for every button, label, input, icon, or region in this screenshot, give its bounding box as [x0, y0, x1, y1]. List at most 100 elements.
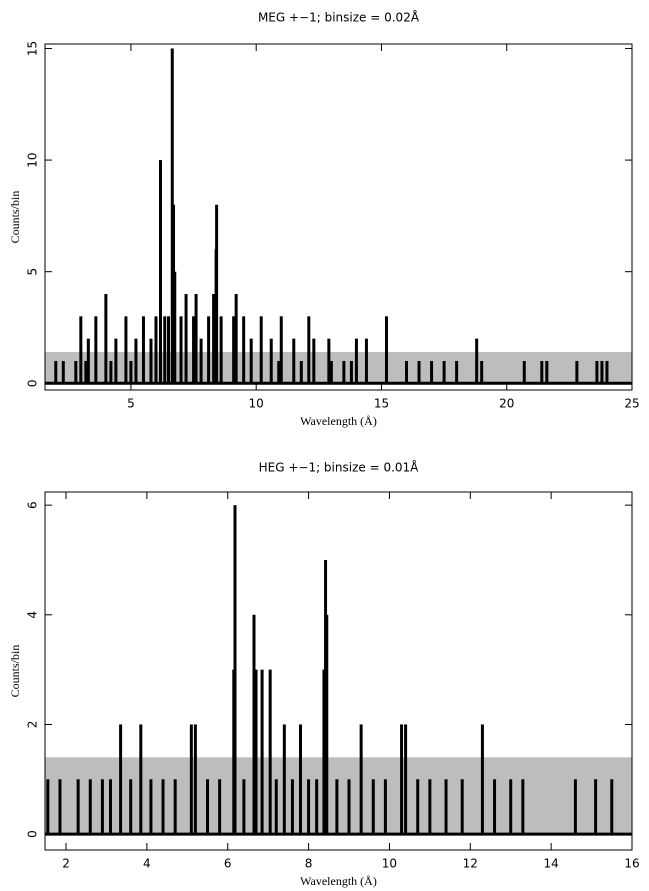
- bar: [232, 316, 236, 384]
- bar: [307, 779, 311, 835]
- x-tick-label: 14: [544, 857, 559, 871]
- bar: [179, 316, 183, 384]
- error-band: [45, 757, 632, 835]
- bar: [104, 294, 108, 384]
- bar: [149, 779, 153, 835]
- bar: [154, 316, 158, 384]
- bar: [206, 779, 210, 835]
- y-tick-label: 10: [26, 152, 40, 167]
- bar: [290, 779, 294, 835]
- bar: [163, 316, 167, 384]
- bar: [384, 316, 388, 384]
- bar: [173, 271, 177, 384]
- y-axis-label: Counts/bin: [8, 191, 22, 244]
- bar: [79, 316, 83, 384]
- bar: [299, 360, 303, 384]
- bar: [167, 316, 171, 384]
- bar: [173, 779, 177, 835]
- bar: [61, 360, 65, 384]
- x-tick-label: 12: [463, 857, 478, 871]
- bar: [207, 316, 211, 384]
- bar: [298, 724, 302, 835]
- bar: [252, 614, 256, 835]
- bar: [573, 779, 577, 835]
- bar: [522, 360, 526, 384]
- y-axis-label: Counts/bin: [8, 645, 22, 698]
- bar: [509, 779, 513, 835]
- x-tick-label: 10: [382, 857, 397, 871]
- bar: [100, 779, 104, 835]
- bar: [277, 360, 281, 384]
- y-tick-label: 0: [26, 379, 40, 387]
- bar: [219, 316, 223, 384]
- bar: [325, 614, 329, 835]
- bar: [119, 724, 123, 835]
- bar: [242, 316, 246, 384]
- bar: [192, 316, 196, 384]
- bar: [58, 779, 62, 835]
- bar: [84, 360, 88, 384]
- bar: [595, 360, 599, 384]
- x-tick-label: 10: [249, 397, 264, 411]
- bar: [86, 338, 90, 384]
- x-axis-label: Wavelength (Å): [300, 414, 377, 428]
- x-tick-label: 4: [143, 857, 151, 871]
- bar: [404, 724, 408, 835]
- bar: [109, 360, 113, 384]
- bar: [249, 338, 253, 384]
- bar: [139, 724, 143, 835]
- y-tick-label: 4: [26, 611, 40, 619]
- bar: [383, 779, 387, 835]
- x-tick-label: 8: [305, 857, 313, 871]
- bar: [124, 316, 128, 384]
- bar: [327, 338, 331, 384]
- x-axis-label: Wavelength (Å): [300, 874, 377, 888]
- bar: [74, 360, 78, 384]
- bar: [430, 360, 434, 384]
- bar: [335, 779, 339, 835]
- x-tick-label: 5: [127, 397, 135, 411]
- y-tick-label: 15: [26, 41, 40, 56]
- bar: [307, 316, 311, 384]
- bar: [268, 669, 272, 835]
- bar: [184, 294, 188, 384]
- x-tick-label: 15: [374, 397, 389, 411]
- bar: [521, 779, 525, 835]
- bar: [405, 360, 409, 384]
- bar: [46, 779, 50, 835]
- y-tick-label: 2: [26, 721, 40, 729]
- bar: [161, 779, 165, 835]
- y-tick-label: 0: [26, 830, 40, 838]
- bar: [269, 338, 273, 384]
- bar: [254, 669, 258, 835]
- bar: [193, 724, 197, 835]
- bar: [322, 669, 326, 835]
- bar: [114, 338, 118, 384]
- bar: [545, 360, 549, 384]
- bar: [444, 779, 448, 835]
- bar: [129, 779, 133, 835]
- bar: [417, 360, 421, 384]
- plot-frame: [44, 43, 633, 391]
- bar: [259, 316, 263, 384]
- x-tick-label: 25: [624, 397, 639, 411]
- bar: [108, 779, 112, 835]
- bar: [315, 779, 319, 835]
- bar: [416, 779, 420, 835]
- bar: [233, 505, 237, 835]
- bar: [312, 338, 316, 384]
- bar: [428, 779, 432, 835]
- bar: [600, 360, 604, 384]
- x-tick-label: 6: [224, 857, 232, 871]
- x-tick-label: 16: [624, 857, 639, 871]
- bar: [493, 779, 497, 835]
- bar: [400, 724, 404, 835]
- bar: [342, 360, 346, 384]
- bar: [442, 360, 446, 384]
- x-tick-label: 20: [499, 397, 514, 411]
- plot-frame: [44, 491, 633, 851]
- bar: [199, 338, 203, 384]
- bar: [540, 360, 544, 384]
- bar: [610, 779, 614, 835]
